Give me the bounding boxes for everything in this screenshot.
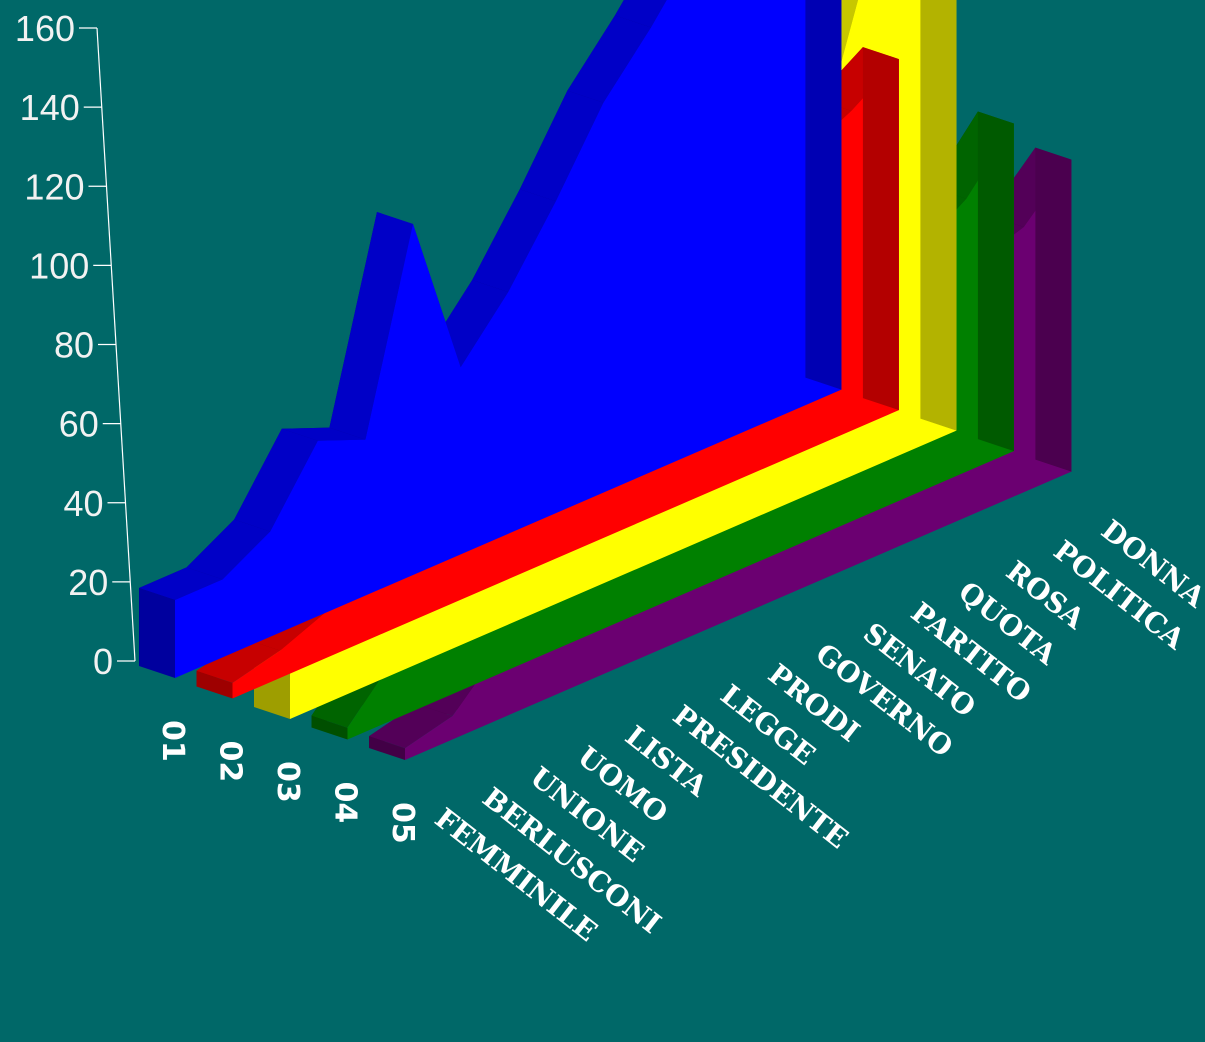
series-front-face: [175, 0, 842, 678]
y-tick-label: 120: [24, 166, 84, 207]
y-tick-label: 160: [15, 8, 75, 49]
series-start-cap: [369, 736, 405, 760]
series-end-cap: [862, 47, 899, 411]
y-tick-label: 60: [59, 404, 99, 445]
series-01-segment-femminile: [139, 567, 223, 600]
series-02-segment-femminile: [196, 638, 281, 683]
series-05-segment-femminile: [369, 704, 453, 749]
series-01-segment-senato: [567, 15, 651, 103]
series-01-segment-governo: [519, 90, 604, 202]
series-01-segment-partito: [615, 0, 667, 28]
series-end-cap: [920, 0, 957, 431]
y-tick-label: 20: [68, 562, 108, 603]
series-01-segment-lista: [329, 212, 413, 440]
y-tick-label: 40: [63, 483, 103, 524]
series-start-cap: [139, 588, 175, 678]
y-tick-label: 0: [93, 641, 113, 682]
y-tick-label: 100: [29, 245, 89, 286]
series-start-cap: [311, 715, 348, 740]
series-end-cap: [805, 0, 842, 390]
series-01-segment-unione: [234, 428, 318, 532]
series-01-segment-berlusconi: [186, 519, 271, 580]
series-ribbon-01: [139, 0, 842, 678]
series-end-cap: [977, 111, 1014, 452]
series-end-cap: [1035, 147, 1072, 472]
series-label-01: 01: [155, 720, 190, 762]
series-label-04: 04: [328, 782, 363, 824]
series-start-cap: [196, 670, 233, 699]
y-tick-label: 140: [20, 87, 80, 128]
series-01-segment-uomo: [281, 427, 366, 441]
series-label-05: 05: [385, 802, 420, 844]
y-tick-label: 80: [54, 325, 94, 366]
series-label-02: 02: [213, 741, 248, 783]
series-01-segment-prodi: [472, 189, 556, 292]
series-label-03: 03: [270, 761, 305, 803]
